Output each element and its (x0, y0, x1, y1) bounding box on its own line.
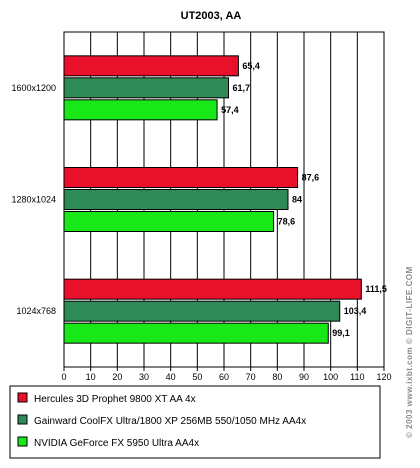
bar-1-0 (63, 167, 299, 188)
x-tick-label-12: 120 (376, 372, 391, 382)
bar-2-1 (63, 300, 341, 322)
legend-label-0: Hercules 3D Prophet 9800 XT AA 4x (34, 394, 196, 405)
bar-0-1 (63, 77, 230, 99)
legend-label-2: NVIDIA GeForce FX 5950 Ultra AA4x (34, 438, 199, 449)
data-label-1-0: 87,6 (302, 173, 320, 183)
x-tick-label-6: 60 (219, 372, 229, 382)
x-tick-label-0: 0 (61, 372, 66, 382)
data-label-1-2: 78,6 (278, 217, 296, 227)
x-tick-label-3: 30 (139, 372, 149, 382)
x-tick-label-5: 50 (192, 372, 202, 382)
data-label-0-1: 61,7 (233, 83, 251, 93)
bar-0-0 (63, 55, 239, 77)
legend-swatch-0 (17, 392, 28, 403)
bar-1-1 (63, 189, 289, 210)
chart-title: UT2003, AA (181, 10, 242, 22)
x-tick-label-9: 90 (299, 372, 309, 382)
watermark-text: © 2003 www.ixbt.com © DIGIT-LIFE.COM (405, 266, 414, 438)
legend-swatch-2 (17, 436, 28, 447)
legend-box (9, 385, 381, 459)
bar-2-0 (63, 278, 362, 300)
legend-swatch-1 (17, 414, 28, 425)
category-label-2: 1024x768 (16, 306, 56, 316)
bar-1-2 (63, 211, 275, 232)
data-label-0-2: 57,4 (221, 105, 239, 115)
x-tick-label-11: 110 (350, 372, 364, 382)
x-tick-label-1: 10 (86, 372, 96, 382)
bar-2-2 (63, 322, 329, 344)
legend: Hercules 3D Prophet 9800 XT AA 4x Gainwar… (9, 385, 381, 459)
legend-label-1: Gainward CoolFX Ultra/1800 XP 256MB 550/… (34, 416, 306, 427)
x-tick-label-2: 20 (112, 372, 122, 382)
data-label-2-1: 103,4 (344, 306, 367, 316)
x-tick-label-7: 70 (246, 372, 256, 382)
category-label-1: 1280x1024 (11, 195, 56, 205)
plot-area: 0 10 20 30 40 50 60 70 80 90 100 110 120 1600x1200 65,… (11, 31, 392, 382)
x-tick-label-4: 40 (166, 372, 176, 382)
category-label-0: 1600x1200 (11, 83, 56, 93)
data-label-2-0: 111,5 (365, 284, 387, 294)
x-tick-label-8: 80 (272, 372, 282, 382)
x-tick-label-10: 100 (323, 372, 338, 382)
data-label-1-1: 84 (292, 195, 302, 205)
bar-0-2 (63, 99, 218, 121)
data-label-0-0: 65,4 (242, 61, 260, 71)
data-label-2-2: 99,1 (332, 328, 350, 338)
